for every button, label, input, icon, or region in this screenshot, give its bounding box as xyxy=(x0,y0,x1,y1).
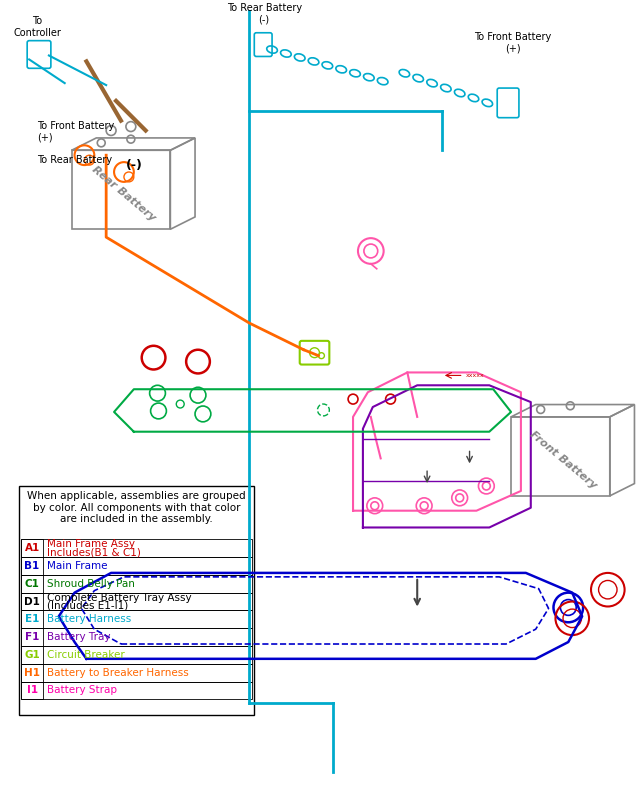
Bar xyxy=(21,575,252,593)
Bar xyxy=(21,610,252,628)
Text: Complete Battery Tray Assy: Complete Battery Tray Assy xyxy=(47,593,191,602)
Bar xyxy=(21,539,43,557)
Text: E1: E1 xyxy=(25,614,40,624)
Bar xyxy=(21,593,43,610)
Text: Main Frame Assy: Main Frame Assy xyxy=(47,539,135,549)
Bar xyxy=(21,557,252,575)
Text: Rear Battery: Rear Battery xyxy=(90,164,157,223)
Bar xyxy=(21,575,43,593)
Text: xxxxx: xxxxx xyxy=(466,373,484,378)
Bar xyxy=(21,593,252,610)
Text: Circuit Breaker: Circuit Breaker xyxy=(47,650,124,660)
Text: Battery to Breaker Harness: Battery to Breaker Harness xyxy=(47,667,189,678)
Bar xyxy=(21,682,252,699)
Text: Includes(B1 & C1): Includes(B1 & C1) xyxy=(47,547,141,557)
Bar xyxy=(21,628,252,646)
Text: D1: D1 xyxy=(24,597,40,606)
Text: Front Battery: Front Battery xyxy=(528,430,598,491)
Text: B1: B1 xyxy=(24,561,40,571)
Text: I1: I1 xyxy=(27,686,38,695)
Text: F1: F1 xyxy=(25,632,40,642)
Bar xyxy=(21,557,43,575)
Bar xyxy=(21,646,252,664)
Text: To Front Battery
(+): To Front Battery (+) xyxy=(475,32,552,54)
Text: A1: A1 xyxy=(24,543,40,553)
Text: Battery Harness: Battery Harness xyxy=(47,614,131,624)
Bar xyxy=(19,486,255,715)
Bar xyxy=(21,664,252,682)
Bar xyxy=(21,682,43,699)
Bar xyxy=(21,628,43,646)
Text: To Rear Battery
(-): To Rear Battery (-) xyxy=(226,3,302,25)
Text: Shroud Belly Pan: Shroud Belly Pan xyxy=(47,579,135,589)
Text: H1: H1 xyxy=(24,667,40,678)
Text: Battery Strap: Battery Strap xyxy=(47,686,117,695)
Text: When applicable, assemblies are grouped
by color. All components with that color: When applicable, assemblies are grouped … xyxy=(27,491,246,525)
Text: Battery Tray: Battery Tray xyxy=(47,632,110,642)
Bar xyxy=(21,664,43,682)
Text: To Front Battery
(+): To Front Battery (+) xyxy=(37,121,114,143)
Text: Main Frame: Main Frame xyxy=(47,561,107,571)
Text: C1: C1 xyxy=(25,579,40,589)
Text: To Rear Battery: To Rear Battery xyxy=(37,155,112,165)
Bar xyxy=(21,610,43,628)
Text: To
Controller: To Controller xyxy=(13,16,61,38)
Bar xyxy=(21,646,43,664)
Text: (Includes E1-I1): (Includes E1-I1) xyxy=(47,601,128,610)
Text: G1: G1 xyxy=(24,650,40,660)
Text: (-): (-) xyxy=(126,159,143,172)
Bar xyxy=(21,539,252,557)
